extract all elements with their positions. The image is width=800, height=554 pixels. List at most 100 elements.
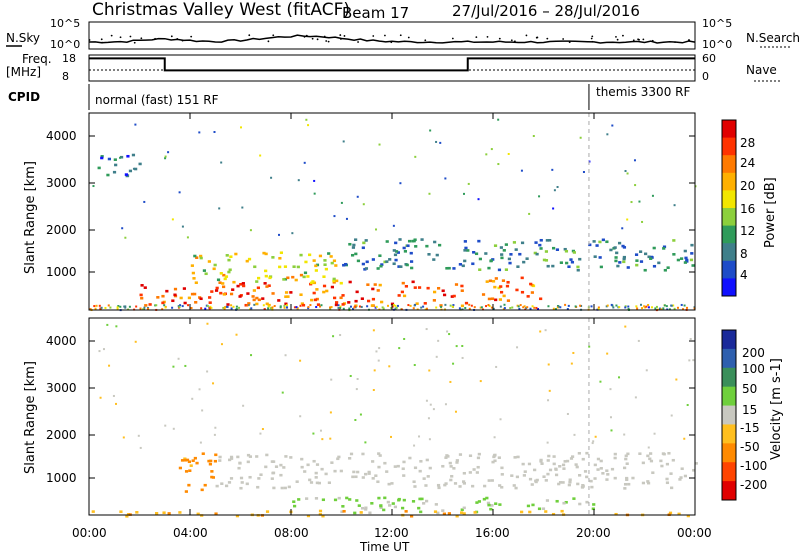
power-cell (193, 254, 197, 258)
velocity-cell (625, 462, 629, 466)
power-cell (544, 250, 549, 253)
power-cell (93, 305, 96, 308)
power-cell (477, 239, 481, 243)
velocity-cell (119, 510, 123, 514)
velocity-cell (428, 438, 431, 441)
power-cell (119, 305, 122, 308)
velocity-cell (567, 483, 571, 487)
power-cell (537, 308, 540, 311)
velocity-ytick-4000: 4000 (46, 334, 77, 348)
noise-search-point (616, 38, 619, 41)
velocity-cell (361, 452, 365, 456)
power-cell (392, 262, 396, 266)
velocity-cell (462, 471, 466, 475)
power-cell (468, 307, 471, 310)
power-cell (182, 287, 186, 290)
velocity-cell (427, 417, 430, 420)
power-cell (285, 304, 288, 307)
power-cell (539, 297, 543, 301)
velocity-cell (500, 485, 504, 489)
power-cell (223, 277, 227, 281)
power-cell (405, 263, 409, 267)
power-cell (339, 307, 342, 310)
velocity-cell (572, 351, 575, 354)
velocity-cell (462, 480, 466, 483)
velocity-cell (482, 497, 486, 501)
velocity-cell (436, 511, 440, 515)
power-cell (116, 306, 119, 309)
power-cell (497, 268, 502, 272)
power-cell (264, 274, 268, 278)
power-cell (516, 265, 520, 268)
power-cell (652, 264, 657, 268)
power-cell (464, 307, 467, 310)
power-cell (463, 240, 467, 243)
xtick-0400: 04:00 (173, 526, 208, 540)
power-cell (355, 290, 359, 294)
velocity-cell (641, 481, 646, 485)
power-cell (161, 294, 165, 298)
power-cell (592, 240, 596, 243)
power-cell (296, 307, 299, 310)
velocity-cell (398, 347, 401, 350)
noise-search-point (133, 41, 136, 44)
velocity-cell (379, 506, 383, 509)
velocity-cell (678, 478, 682, 481)
velocity-colorbar-swatch (722, 481, 736, 501)
velocity-cell (606, 352, 609, 355)
velocity-cell (441, 509, 445, 512)
noise-search-point (154, 37, 156, 40)
power-cell (555, 248, 560, 251)
power-cell (432, 299, 436, 302)
velocity-cell (413, 485, 417, 488)
velocity-cell (397, 497, 401, 501)
velocity-cell (647, 446, 650, 449)
velocity-cell (422, 477, 426, 480)
power-cell (670, 304, 673, 307)
velocity-cell (377, 496, 381, 500)
power-cell (354, 252, 358, 256)
power-cell (491, 279, 496, 283)
power-cell (622, 257, 626, 261)
power-cell (234, 252, 238, 256)
power-cell (371, 258, 375, 261)
power-cell (624, 169, 627, 172)
velocity-cell (570, 362, 573, 365)
velocity-cell (540, 462, 544, 465)
velocity-colorbar-swatch (722, 405, 736, 425)
velocity-cell (220, 343, 223, 346)
velocity-cell (492, 454, 497, 457)
power-cell (380, 300, 384, 304)
power-cell (238, 306, 241, 309)
velocity-cell (609, 388, 612, 391)
noise-search-point (140, 37, 143, 40)
power-cell (621, 244, 625, 248)
power-cell (626, 172, 629, 175)
date-range: 27/Jul/2016 – 28/Jul/2016 (452, 2, 640, 20)
power-cell (218, 281, 222, 284)
power-cell (567, 304, 570, 307)
power-cell (225, 254, 229, 257)
power-cell (146, 306, 149, 309)
power-cell (626, 266, 630, 269)
power-cell (332, 259, 337, 263)
velocity-cell (528, 477, 533, 481)
velocity-cell (442, 512, 447, 516)
power-cell (212, 267, 216, 271)
velocity-cell (246, 453, 251, 457)
power-cell (532, 135, 535, 138)
power-cell (624, 306, 627, 309)
power-cell (315, 306, 318, 309)
velocity-cell (475, 471, 479, 474)
power-cell (295, 306, 298, 309)
power-cell (143, 306, 146, 309)
velocity-cell (462, 506, 466, 510)
power-cell (468, 303, 471, 306)
power-cell (263, 282, 267, 285)
velocity-cell (246, 460, 250, 464)
velocity-ytick-3000: 3000 (46, 381, 77, 395)
velocity-cell (561, 463, 566, 467)
noise-sky-trace (88, 34, 696, 44)
velocity-cell (605, 469, 609, 473)
